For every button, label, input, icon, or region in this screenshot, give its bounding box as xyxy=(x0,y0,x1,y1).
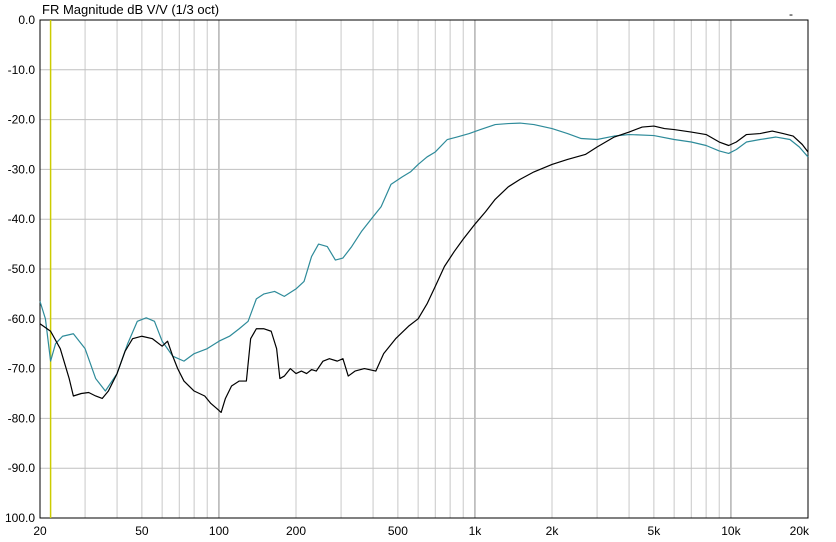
series-group xyxy=(39,122,809,414)
corner-mark: - xyxy=(789,7,793,21)
y-tick-label: -40.0 xyxy=(8,212,36,226)
y-tick-label: 0.0 xyxy=(18,13,35,27)
y-tick-label: -80.0 xyxy=(8,411,36,425)
y-tick-labels: 0.0 -10.0 -20.0 -30.0 -40.0 -50.0 -60.0 -70.0 -8… xyxy=(5,13,35,525)
x-tick-label: 20 xyxy=(33,524,47,538)
y-tick-label: 100.0 xyxy=(5,511,35,525)
y-tick-label: -60.0 xyxy=(8,312,36,326)
x-tick-label: 50 xyxy=(135,524,149,538)
series-line-1 xyxy=(39,122,809,392)
x-tick-label: 2k xyxy=(546,524,560,538)
x-tick-label: 200 xyxy=(286,524,306,538)
y-tick-label: -10.0 xyxy=(8,63,36,77)
y-tick-label: -90.0 xyxy=(8,461,36,475)
y-tick-label: -70.0 xyxy=(8,362,36,376)
chart-title: FR Magnitude dB V/V (1/3 oct) xyxy=(42,2,219,17)
y-tick-label: -30.0 xyxy=(8,162,36,176)
x-tick-label: 20k xyxy=(790,524,810,538)
x-tick-label: 500 xyxy=(388,524,408,538)
x-tick-label: 1k xyxy=(469,524,483,538)
grid-lines xyxy=(40,20,808,518)
x-tick-labels: 20 50 100 200 500 1k 2k 5k 10k 20k xyxy=(33,524,810,538)
x-tick-label: 10k xyxy=(721,524,741,538)
y-tick-label: -50.0 xyxy=(8,262,36,276)
x-tick-label: 5k xyxy=(648,524,662,538)
x-tick-label: 100 xyxy=(209,524,229,538)
plot-frame xyxy=(39,19,809,519)
y-tick-label: -20.0 xyxy=(8,113,36,127)
series-line-2 xyxy=(39,125,809,414)
